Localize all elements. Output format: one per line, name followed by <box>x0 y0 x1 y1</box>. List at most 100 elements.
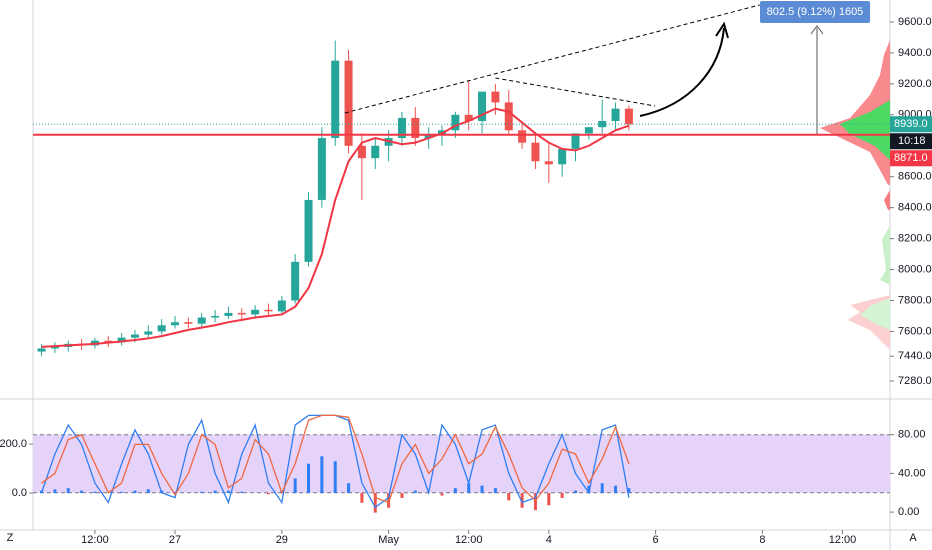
x-tick-label: 8 <box>759 534 765 546</box>
histogram-bar <box>360 493 364 503</box>
histogram-bar <box>200 491 204 494</box>
x-tick-label: May <box>378 534 399 546</box>
volume-profile <box>820 40 890 350</box>
y-tick-label: 7440.0 <box>898 350 932 362</box>
candle-body <box>157 325 166 332</box>
y-tick-label: 9200.0 <box>898 78 932 90</box>
moving-average <box>41 107 630 348</box>
countdown-tag <box>890 133 932 150</box>
profile-red-low <box>884 190 890 210</box>
x-tick-label: 12:00 <box>829 534 857 546</box>
y2-tick-label: 0.0 <box>12 487 27 499</box>
histogram-bar <box>213 490 217 494</box>
histogram-bar <box>587 485 591 494</box>
candle-body <box>424 134 433 139</box>
candle-body <box>397 117 406 139</box>
candle-body <box>184 322 193 324</box>
measure-arrow <box>810 25 824 35</box>
candle-body <box>104 340 113 343</box>
candle-body <box>518 130 527 143</box>
y-tick-label: 9600.0 <box>898 16 932 28</box>
y-tick-label: 7800.0 <box>898 294 932 306</box>
histogram-bar <box>146 489 150 494</box>
x-tick-label: 12:00 <box>81 534 109 546</box>
candle-body <box>491 91 500 103</box>
histogram-bar <box>120 491 124 494</box>
candle-body <box>277 300 286 312</box>
candle-body <box>171 322 180 326</box>
measure-tool: 802.5 (9.12%) 1605 <box>760 1 870 136</box>
candle-body <box>624 108 633 125</box>
candle-body <box>371 145 380 159</box>
trendline <box>344 4 760 114</box>
candle-body <box>197 317 206 324</box>
z-button[interactable]: Z <box>7 532 14 544</box>
candle-body <box>531 142 540 162</box>
candle-body <box>504 102 513 131</box>
candle-body <box>317 138 326 200</box>
y-tick-label: 8600.0 <box>898 171 932 183</box>
histogram-bar <box>373 493 377 513</box>
histogram-bar <box>400 493 404 498</box>
y-tick-label: 7280.0 <box>898 375 932 387</box>
histogram-bar <box>320 456 324 494</box>
histogram-bar <box>520 493 524 508</box>
histogram-bar <box>240 491 244 494</box>
trendline <box>495 77 656 107</box>
candle-body <box>571 133 580 149</box>
candle-body <box>451 114 460 131</box>
candle-body <box>117 337 126 343</box>
y-tick-label: 80.00 <box>898 429 926 441</box>
y-tick-label: 40.00 <box>898 467 926 479</box>
profile-faint-green-2 <box>860 298 890 330</box>
y-tick-label: 8000.0 <box>898 263 932 275</box>
candle-body <box>224 312 233 316</box>
candle-body <box>237 312 246 315</box>
candle-body <box>130 334 139 338</box>
projection-arrow-head <box>715 21 729 39</box>
histogram-bar <box>80 490 84 494</box>
histogram-bar <box>480 485 484 494</box>
histogram-bar <box>614 485 618 494</box>
histogram-bar <box>547 493 551 506</box>
histogram-bar <box>93 491 97 494</box>
histogram-bar <box>453 488 457 494</box>
x-tick-label: 29 <box>276 534 288 546</box>
measure-label: 802.5 (9.12%) 1605 <box>767 6 864 18</box>
candle-body <box>291 261 300 301</box>
candle-body <box>478 91 487 122</box>
histogram-bar <box>293 478 297 494</box>
y2-tick-label: 200.0 <box>0 438 27 450</box>
price-tag <box>890 116 932 133</box>
candle-body <box>344 60 353 146</box>
candle-body <box>357 145 366 159</box>
y-tick-label: 7600.0 <box>898 325 932 337</box>
x-tick-label: 6 <box>653 534 659 546</box>
profile-red <box>820 40 890 185</box>
histogram-bar <box>440 493 444 496</box>
profile-faint-green <box>880 225 890 285</box>
histogram-bar <box>133 490 137 494</box>
candle-body <box>544 161 553 165</box>
stoch-line <box>41 414 630 504</box>
histogram-bar <box>533 493 537 511</box>
histogram-bar <box>573 490 577 494</box>
price-tag <box>890 150 932 167</box>
candle-body <box>611 108 620 122</box>
histogram-bar <box>333 461 337 494</box>
candle-body <box>144 331 153 335</box>
candle-body <box>50 346 59 349</box>
candle-body <box>598 121 607 128</box>
x-tick-label: 4 <box>546 534 552 546</box>
projection-arrow <box>639 27 725 117</box>
histogram-bar <box>307 463 311 494</box>
histogram-bar <box>266 493 270 495</box>
candle-body <box>411 117 420 139</box>
histogram-bar <box>560 493 564 498</box>
a-button[interactable]: A <box>909 532 917 544</box>
candle-body <box>37 348 46 352</box>
histogram-bar <box>347 483 351 494</box>
histogram-bar <box>66 488 70 494</box>
histogram-bar <box>53 489 57 494</box>
